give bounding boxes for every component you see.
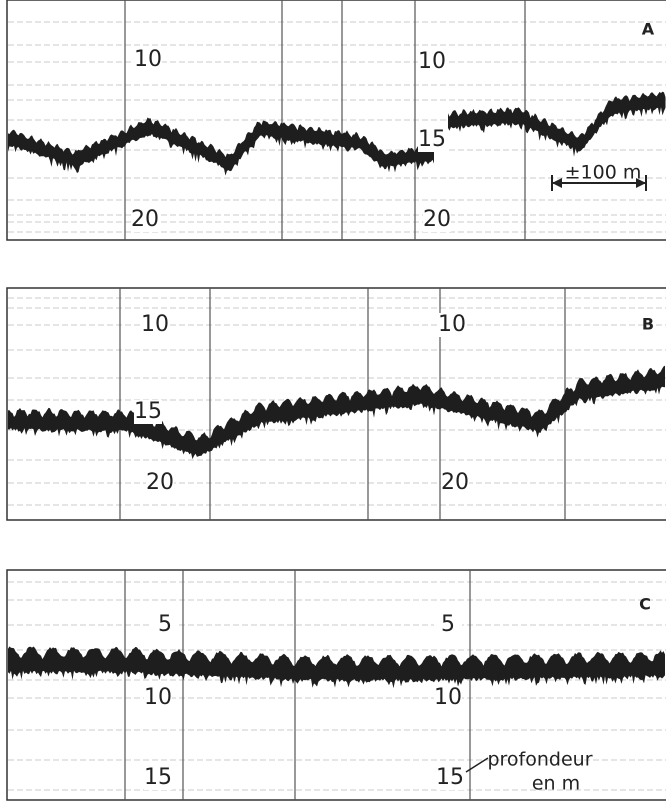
depth-label: 10 xyxy=(434,685,462,710)
scale-label: ±100 m xyxy=(565,162,642,184)
bottom-echo xyxy=(8,366,665,460)
depth-label: 10 xyxy=(144,685,172,710)
depth-label: 15 xyxy=(144,765,172,790)
depth-label: 5 xyxy=(441,612,455,637)
depth-label: 10 xyxy=(418,49,446,74)
echogram-figure: 10 10 15 20 20 A 10 10 15 20 20 B 5 5 10 10 15 15 C ±100 m p… xyxy=(0,0,666,804)
depth-label: 10 xyxy=(134,47,162,72)
depth-label: 10 xyxy=(141,312,169,337)
bottom-echo xyxy=(8,646,665,688)
depth-label: 20 xyxy=(131,207,159,232)
depth-label: 20 xyxy=(441,470,469,495)
axis-caption: profondeur xyxy=(487,749,592,771)
depth-label: 15 xyxy=(436,765,464,790)
panel-label: B xyxy=(642,315,654,334)
depth-label: 15 xyxy=(418,127,446,152)
depth-label: 20 xyxy=(423,207,451,232)
depth-label: 15 xyxy=(134,399,162,424)
depth-label: 20 xyxy=(146,470,174,495)
echogram-panel: 10 10 15 20 20 B xyxy=(7,288,666,520)
bottom-echo xyxy=(8,118,434,176)
depth-label: 10 xyxy=(438,312,466,337)
depth-label: 5 xyxy=(158,612,172,637)
bottom-echo xyxy=(448,92,666,157)
panel-label: C xyxy=(639,595,651,614)
echogram-panel: 10 10 15 20 20 A xyxy=(7,0,666,240)
panel-label: A xyxy=(642,20,655,39)
axis-caption: en m xyxy=(532,773,580,795)
